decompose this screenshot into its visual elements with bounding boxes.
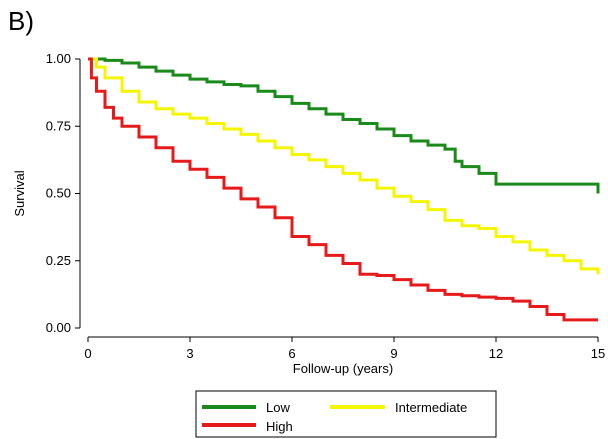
axes <box>79 59 598 338</box>
x-tick-label: 0 <box>84 346 91 361</box>
x-tick-label: 9 <box>390 346 397 361</box>
y-axis-title: Survival <box>12 170 27 216</box>
legend-label-intermediate: Intermediate <box>395 400 467 415</box>
series-lines <box>88 57 600 322</box>
legend-label-low: Low <box>266 400 290 415</box>
x-tick-label: 3 <box>186 346 193 361</box>
series-line-intermediate <box>88 57 600 275</box>
series-line-high <box>88 57 598 322</box>
y-ticks: 0.00 0.25 0.50 0.75 1.00 <box>46 51 80 335</box>
y-tick-label: 0.50 <box>46 186 71 201</box>
series-line-low <box>88 57 600 194</box>
y-tick-label: 1.00 <box>46 51 71 66</box>
x-tick-label: 15 <box>591 346 605 361</box>
x-ticks: 0 3 6 9 12 15 <box>84 337 605 361</box>
y-tick-label: 0.00 <box>46 320 71 335</box>
x-axis-title: Follow-up (years) <box>293 361 393 376</box>
legend-label-high: High <box>266 419 293 434</box>
panel-label: B) <box>8 6 34 36</box>
legend-box <box>195 390 497 438</box>
x-tick-label: 6 <box>288 346 295 361</box>
legend: Low Intermediate High <box>195 390 497 438</box>
y-tick-label: 0.75 <box>46 118 71 133</box>
y-tick-label: 0.25 <box>46 253 71 268</box>
x-tick-label: 12 <box>489 346 503 361</box>
